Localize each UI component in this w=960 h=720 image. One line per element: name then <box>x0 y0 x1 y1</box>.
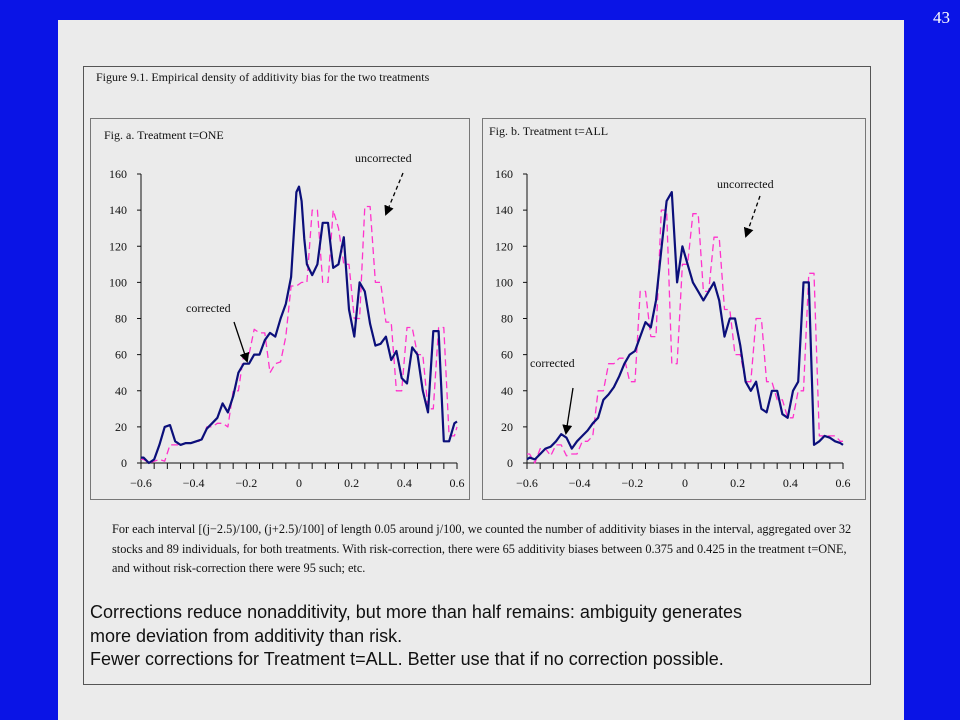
panel-a-y-tick-label: 80 <box>115 312 127 326</box>
figure-caption: For each interval [(j−2.5)/100, (j+2.5)/… <box>112 522 852 575</box>
panel-b-arrow-corrected <box>562 387 574 435</box>
point-3: Fewer corrections for Treatment t=ALL. B… <box>90 649 724 669</box>
panel-b-y-tick-label: 80 <box>501 312 513 326</box>
panel-b-x-tick-label: −0.4 <box>569 476 591 490</box>
panel-b-y-tick-label: 0 <box>507 456 513 470</box>
panel-b-annotation-corrected: corrected <box>530 356 575 370</box>
panel-a-annotation-uncorrected: uncorrected <box>355 151 412 165</box>
panel-b-x-tick-label: −0.2 <box>621 476 643 490</box>
panel-b-x-tick-label: −0.6 <box>516 476 538 490</box>
key-points: Corrections reduce nonadditivity, but mo… <box>90 601 870 672</box>
panel-b-x-tick-label: 0.6 <box>836 476 851 490</box>
panel-b-y-tick-label: 40 <box>501 384 513 398</box>
panel-b-y-tick-label: 20 <box>501 420 513 434</box>
panel-a-annotation-corrected: corrected <box>186 301 231 315</box>
panel-a-corrected-line <box>141 185 458 465</box>
panel-b-x-tick-label: 0 <box>682 476 688 490</box>
panel-a-x-tick-label: 0.2 <box>344 476 359 490</box>
panel-b-y-tick-label: 140 <box>495 203 513 217</box>
panel-b-corrected-line <box>526 191 844 461</box>
panel-a-y-tick-label: 40 <box>115 384 127 398</box>
panel-a-y-tick-label: 20 <box>115 420 127 434</box>
panel-a-y-tick-label: 0 <box>121 456 127 470</box>
panel-b-y-tick-label: 60 <box>501 348 513 362</box>
figure-title: Figure 9.1. Empirical density of additiv… <box>96 70 430 84</box>
panel-b-title: Fig. b. Treatment t=ALL <box>489 124 608 138</box>
panel-a-x-tick-label: −0.4 <box>183 476 205 490</box>
panel-a-x-tick-label: 0 <box>296 476 302 490</box>
panel-a-x-tick-label: −0.6 <box>130 476 152 490</box>
panel-b-y-tick-label: 160 <box>495 167 513 181</box>
panel-b-border <box>482 118 866 500</box>
page-number: 43 <box>933 8 950 27</box>
panel-a-uncorrected-line <box>141 205 458 464</box>
panel-a-y-tick-label: 60 <box>115 348 127 362</box>
panel-a-x-tick-label: 0.6 <box>450 476 465 490</box>
panel-a-y-tick-label: 120 <box>109 239 127 253</box>
point-2: more deviation from additivity than risk… <box>90 625 403 646</box>
panel-a-y-tick-label: 100 <box>109 275 127 289</box>
panel-b-annotation-uncorrected: uncorrected <box>717 177 774 191</box>
panel-b-uncorrected-line <box>527 209 843 464</box>
panel-a-title: Fig. a. Treatment t=ONE <box>104 128 224 142</box>
panel-a-x-tick-label: −0.2 <box>235 476 257 490</box>
slide-background <box>58 20 904 720</box>
point-1: Corrections reduce nonadditivity, but mo… <box>90 602 743 622</box>
panel-a-y-tick-label: 160 <box>109 167 127 181</box>
panel-b-arrow-uncorrected <box>743 195 761 238</box>
figure-frame <box>83 66 871 685</box>
panel-a-y-tick-label: 140 <box>109 203 127 217</box>
panel-a-x-tick-label: 0.4 <box>397 476 412 490</box>
panel-b-x-tick-label: 0.4 <box>783 476 798 490</box>
panel-b-y-tick-label: 100 <box>495 275 513 289</box>
panel-a-arrow-corrected <box>233 321 250 363</box>
panel-b-x-tick-label: 0.2 <box>730 476 745 490</box>
panel-a-border <box>90 118 470 500</box>
panel-a-arrow-uncorrected <box>384 172 404 216</box>
panel-b-y-tick-label: 120 <box>495 239 513 253</box>
